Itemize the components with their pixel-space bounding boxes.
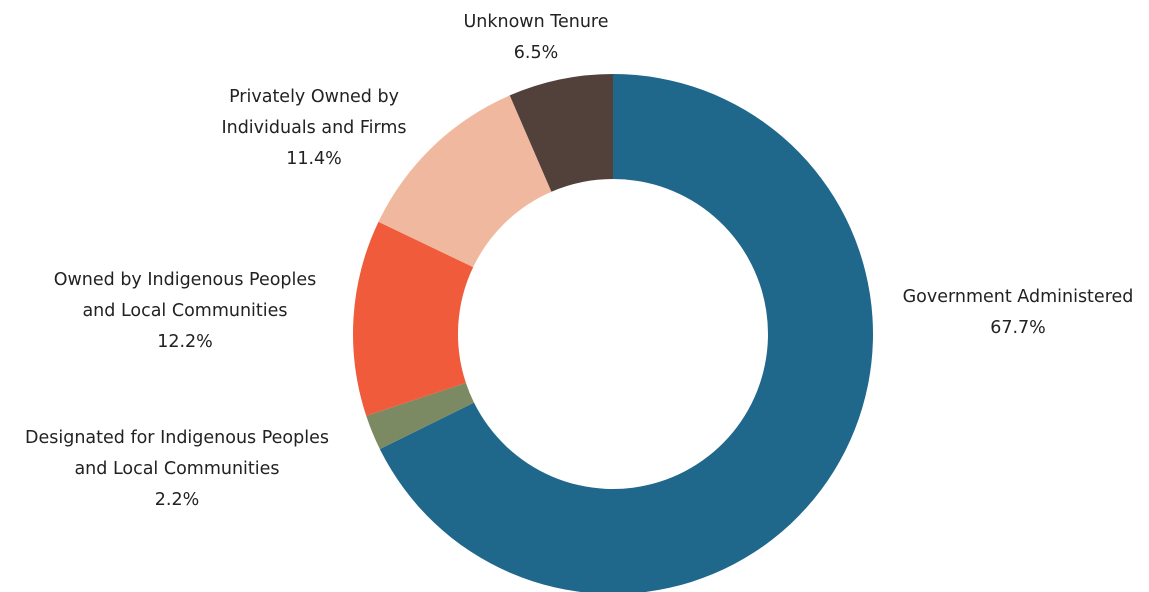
donut-slices (353, 74, 873, 592)
slice-label-4: Unknown Tenure 6.5% (463, 12, 608, 63)
slice-value-label: 11.4% (286, 149, 342, 169)
slice-category-label: Unknown Tenure (463, 12, 608, 32)
donut-slice-0 (379, 74, 873, 592)
donut-slice-4 (509, 74, 613, 192)
slice-label-1: Designated for Indigenous Peoples and Loc… (25, 428, 329, 510)
donut-slice-3 (378, 95, 552, 268)
donut-slice-2 (353, 221, 474, 416)
slice-category-label: Designated for Indigenous Peoples (25, 428, 329, 448)
slice-labels: Government Administered 67.7% Designated f… (25, 12, 1133, 510)
donut-slice-1 (366, 382, 475, 450)
slice-category-label: Privately Owned by (229, 87, 399, 107)
slice-label-0: Government Administered 67.7% (903, 287, 1134, 338)
slice-label-2: Owned by Indigenous Peoples and Local Com… (54, 270, 317, 352)
slice-category-label: Government Administered (903, 287, 1134, 307)
slice-value-label: 2.2% (155, 490, 199, 510)
slice-category-label: Individuals and Firms (221, 118, 406, 138)
slice-category-label: Owned by Indigenous Peoples (54, 270, 317, 290)
slice-value-label: 12.2% (157, 332, 213, 352)
slice-label-3: Privately Owned by Individuals and Firms 1… (221, 87, 406, 169)
slice-value-label: 6.5% (514, 43, 558, 63)
slice-category-label: and Local Communities (74, 459, 279, 479)
slice-category-label: and Local Communities (82, 301, 287, 321)
slice-value-label: 67.7% (990, 318, 1046, 338)
